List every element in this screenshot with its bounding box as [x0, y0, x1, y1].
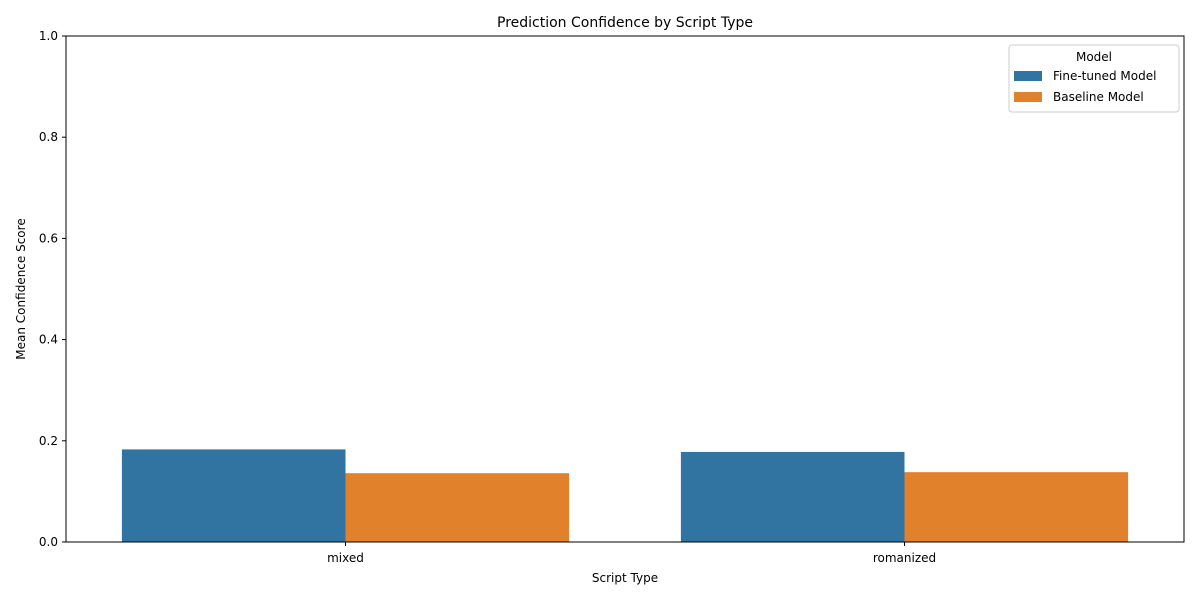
x-tick-label: romanized: [873, 551, 936, 565]
y-tick-label: 0.2: [39, 434, 58, 448]
legend: Model Fine-tuned Model Baseline Model: [1008, 44, 1180, 113]
y-tick-label: 0.0: [39, 535, 58, 549]
legend-label: Fine-tuned Model: [1053, 69, 1156, 83]
chart-title: Prediction Confidence by Script Type: [497, 15, 753, 31]
y-tick-label: 0.8: [39, 130, 58, 144]
bar-mixed-baseline-model: [345, 473, 570, 542]
plot-frame: [65, 35, 1185, 543]
y-tick-label: 0.4: [39, 333, 58, 347]
legend-swatch: [1014, 71, 1042, 81]
bar-romanized-baseline-model: [904, 472, 1129, 542]
bar-mixed-fine-tuned-model: [121, 449, 346, 542]
legend-label: Baseline Model: [1053, 90, 1144, 104]
legend-swatch: [1014, 92, 1042, 102]
bar-romanized-fine-tuned-model: [680, 451, 905, 542]
bars-layer: [121, 449, 1129, 542]
x-axis-label: Script Type: [592, 571, 658, 585]
x-tick-label: mixed: [327, 551, 364, 565]
y-tick-label: 1.0: [39, 29, 58, 43]
legend-title: Model: [1076, 50, 1112, 64]
legend-box: [1008, 44, 1180, 113]
axes-layer: mixed romanized 0.0 0.2 0.4 0.6 0.8 1.0: [39, 29, 1185, 565]
y-tick-label: 0.6: [39, 231, 58, 245]
y-axis-label: Mean Confidence Score: [14, 218, 28, 359]
